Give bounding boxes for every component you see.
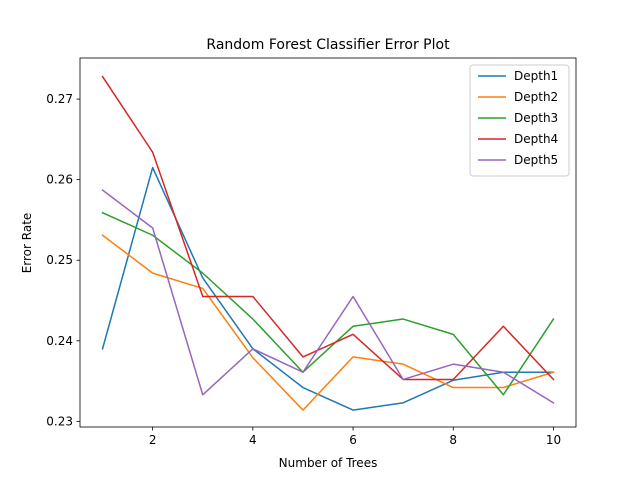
- plot-area: 2 4 6 8 100.230.240.250.260.27Depth1Depth2De…: [46, 57, 577, 447]
- chart-title: Random Forest Classifier Error Plot: [206, 37, 450, 53]
- x-tick-label: 10: [546, 433, 561, 447]
- series-line-depth5: [101, 189, 555, 404]
- legend-label-depth4: Depth4: [514, 132, 558, 146]
- legend: Depth1 Depth2 Depth3 Depth4 Depth5: [469, 64, 570, 177]
- y-tick-label: 0.26: [46, 173, 73, 187]
- legend-label-depth2: Depth2: [514, 90, 558, 104]
- y-tick-label: 0.23: [46, 414, 73, 428]
- axes-frame: [79, 57, 577, 428]
- series-line-depth4: [101, 75, 555, 381]
- y-tick-label: 0.27: [46, 92, 73, 106]
- x-tick-label: 8: [449, 433, 457, 447]
- series-line-depth3: [101, 211, 555, 396]
- x-tick-label: 2: [149, 433, 157, 447]
- legend-label-depth5: Depth5: [514, 153, 558, 167]
- legend-box: [469, 64, 570, 177]
- legend-label-depth3: Depth3: [514, 111, 558, 125]
- x-axis-label: Number of Trees: [279, 456, 378, 470]
- y-axis-label: Error Rate: [20, 213, 34, 274]
- y-tick-label: 0.24: [46, 334, 73, 348]
- x-tick-label: 4: [249, 433, 257, 447]
- series-line-depth2: [101, 234, 555, 411]
- y-tick-label: 0.25: [46, 253, 73, 267]
- legend-label-depth1: Depth1: [514, 69, 558, 83]
- x-tick-label: 6: [349, 433, 357, 447]
